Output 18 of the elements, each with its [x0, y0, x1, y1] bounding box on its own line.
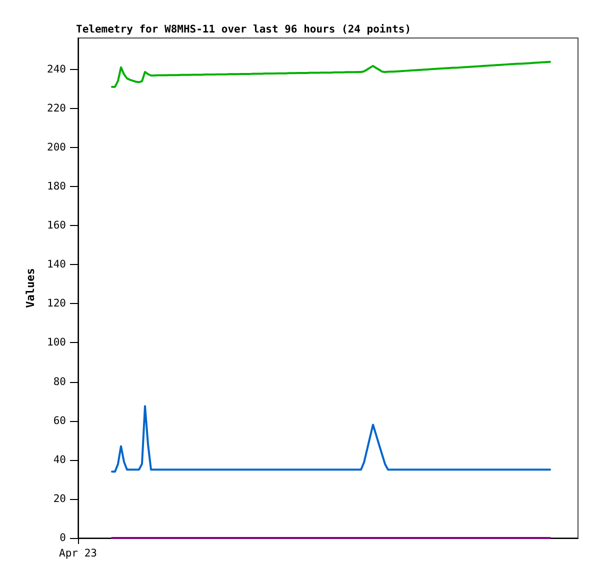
y-tick-label: 0 [60, 532, 66, 544]
chart-title: Telemetry for W8MHS-11 over last 96 hours (24 points) [76, 24, 412, 36]
y-tick-label: 180 [47, 180, 66, 192]
y-tick-label: 100 [47, 336, 66, 349]
y-axis-title: Values [24, 268, 38, 308]
line-series [111, 405, 551, 473]
y-tick-label: 120 [47, 298, 66, 310]
line-series [111, 60, 551, 88]
y-tick-label: 160 [47, 220, 66, 232]
y-tick-label: 240 [47, 63, 66, 76]
text: Apr 23 [59, 548, 97, 560]
y-tick-label: 220 [47, 102, 66, 114]
y-tick-label: 80 [53, 376, 66, 388]
y-tick-label: 200 [47, 141, 66, 154]
y-tick-label: 140 [47, 258, 66, 271]
y-tick-label: 40 [53, 454, 66, 466]
y-tick-label: 60 [53, 414, 66, 427]
y-tick-label: 20 [53, 492, 66, 505]
